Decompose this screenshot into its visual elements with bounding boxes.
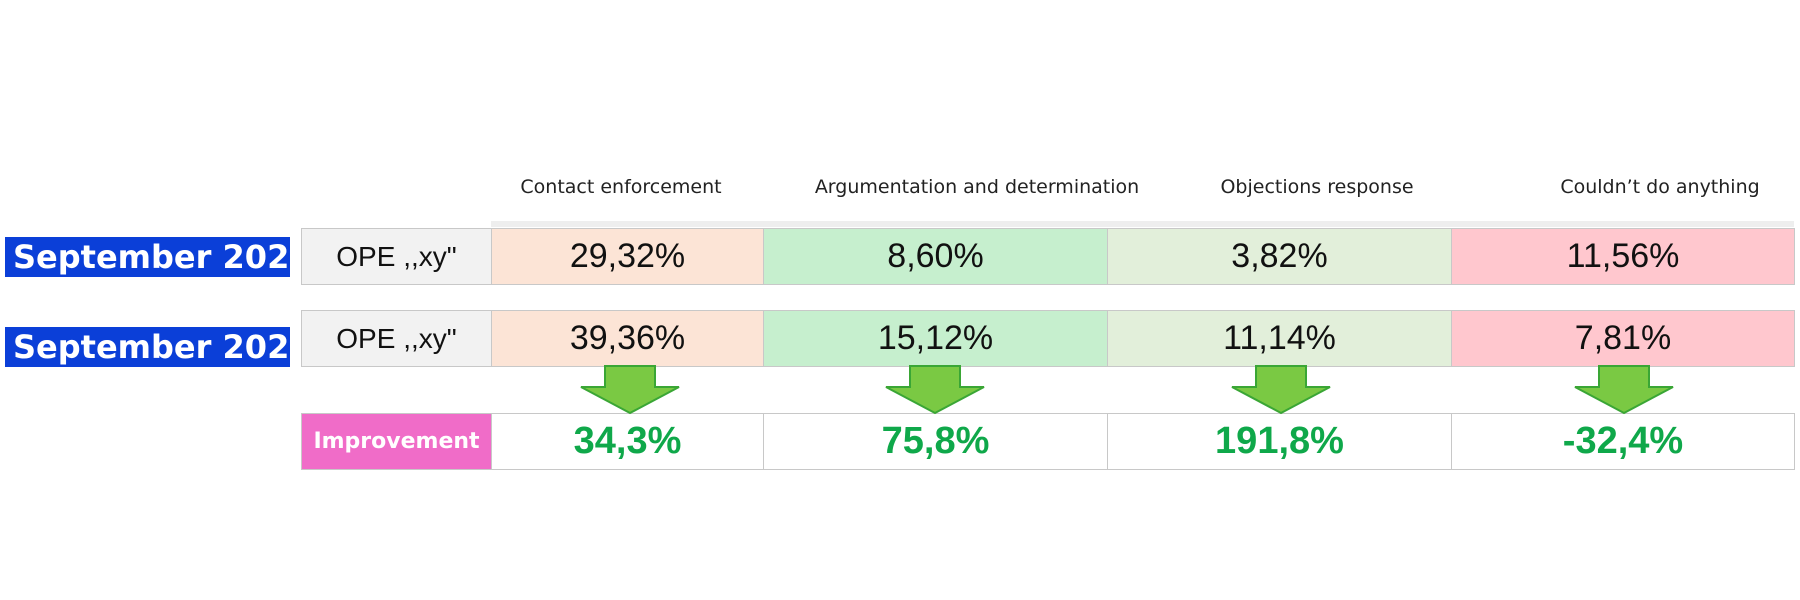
value-cell: 11,14% (1107, 311, 1451, 366)
improvement-value: 191,8% (1107, 414, 1451, 469)
header-couldnt-do-anything: Couldn’t do anything (1560, 176, 1760, 198)
row-label: OPE ,,xy" (301, 311, 491, 366)
improvement-value: 34,3% (491, 414, 763, 469)
value-cell: 7,81% (1451, 311, 1795, 366)
value-cell: 3,82% (1107, 229, 1451, 284)
value-cell: 8,60% (763, 229, 1107, 284)
value-cell: 15,12% (763, 311, 1107, 366)
table-row-improvement: Improvement 34,3% 75,8% 191,8% -32,4% (301, 413, 1795, 470)
improvement-label: Improvement (301, 414, 491, 469)
row-label: OPE ,,xy" (301, 229, 491, 284)
value-cell: 39,36% (491, 311, 763, 366)
header-objections-response: Objections response (1220, 176, 1414, 198)
down-arrow-icon (1574, 365, 1674, 415)
header-argumentation: Argumentation and determination (814, 176, 1140, 198)
improvement-value: 75,8% (763, 414, 1107, 469)
down-arrow-icon (885, 365, 985, 415)
value-cell: 29,32% (491, 229, 763, 284)
period-tag-2025: September 2025 (5, 327, 312, 367)
improvement-value: -32,4% (1451, 414, 1795, 469)
table-row-2024: OPE ,,xy" 29,32% 8,60% 3,82% 11,56% (301, 228, 1795, 285)
down-arrow-icon (580, 365, 680, 415)
period-tag-2024: September 2024 (5, 237, 312, 277)
down-arrow-icon (1231, 365, 1331, 415)
table-row-2025: OPE ,,xy" 39,36% 15,12% 11,14% 7,81% (301, 310, 1795, 367)
table-top-strip (491, 221, 1794, 227)
header-contact-enforcement: Contact enforcement (520, 176, 722, 198)
value-cell: 11,56% (1451, 229, 1795, 284)
